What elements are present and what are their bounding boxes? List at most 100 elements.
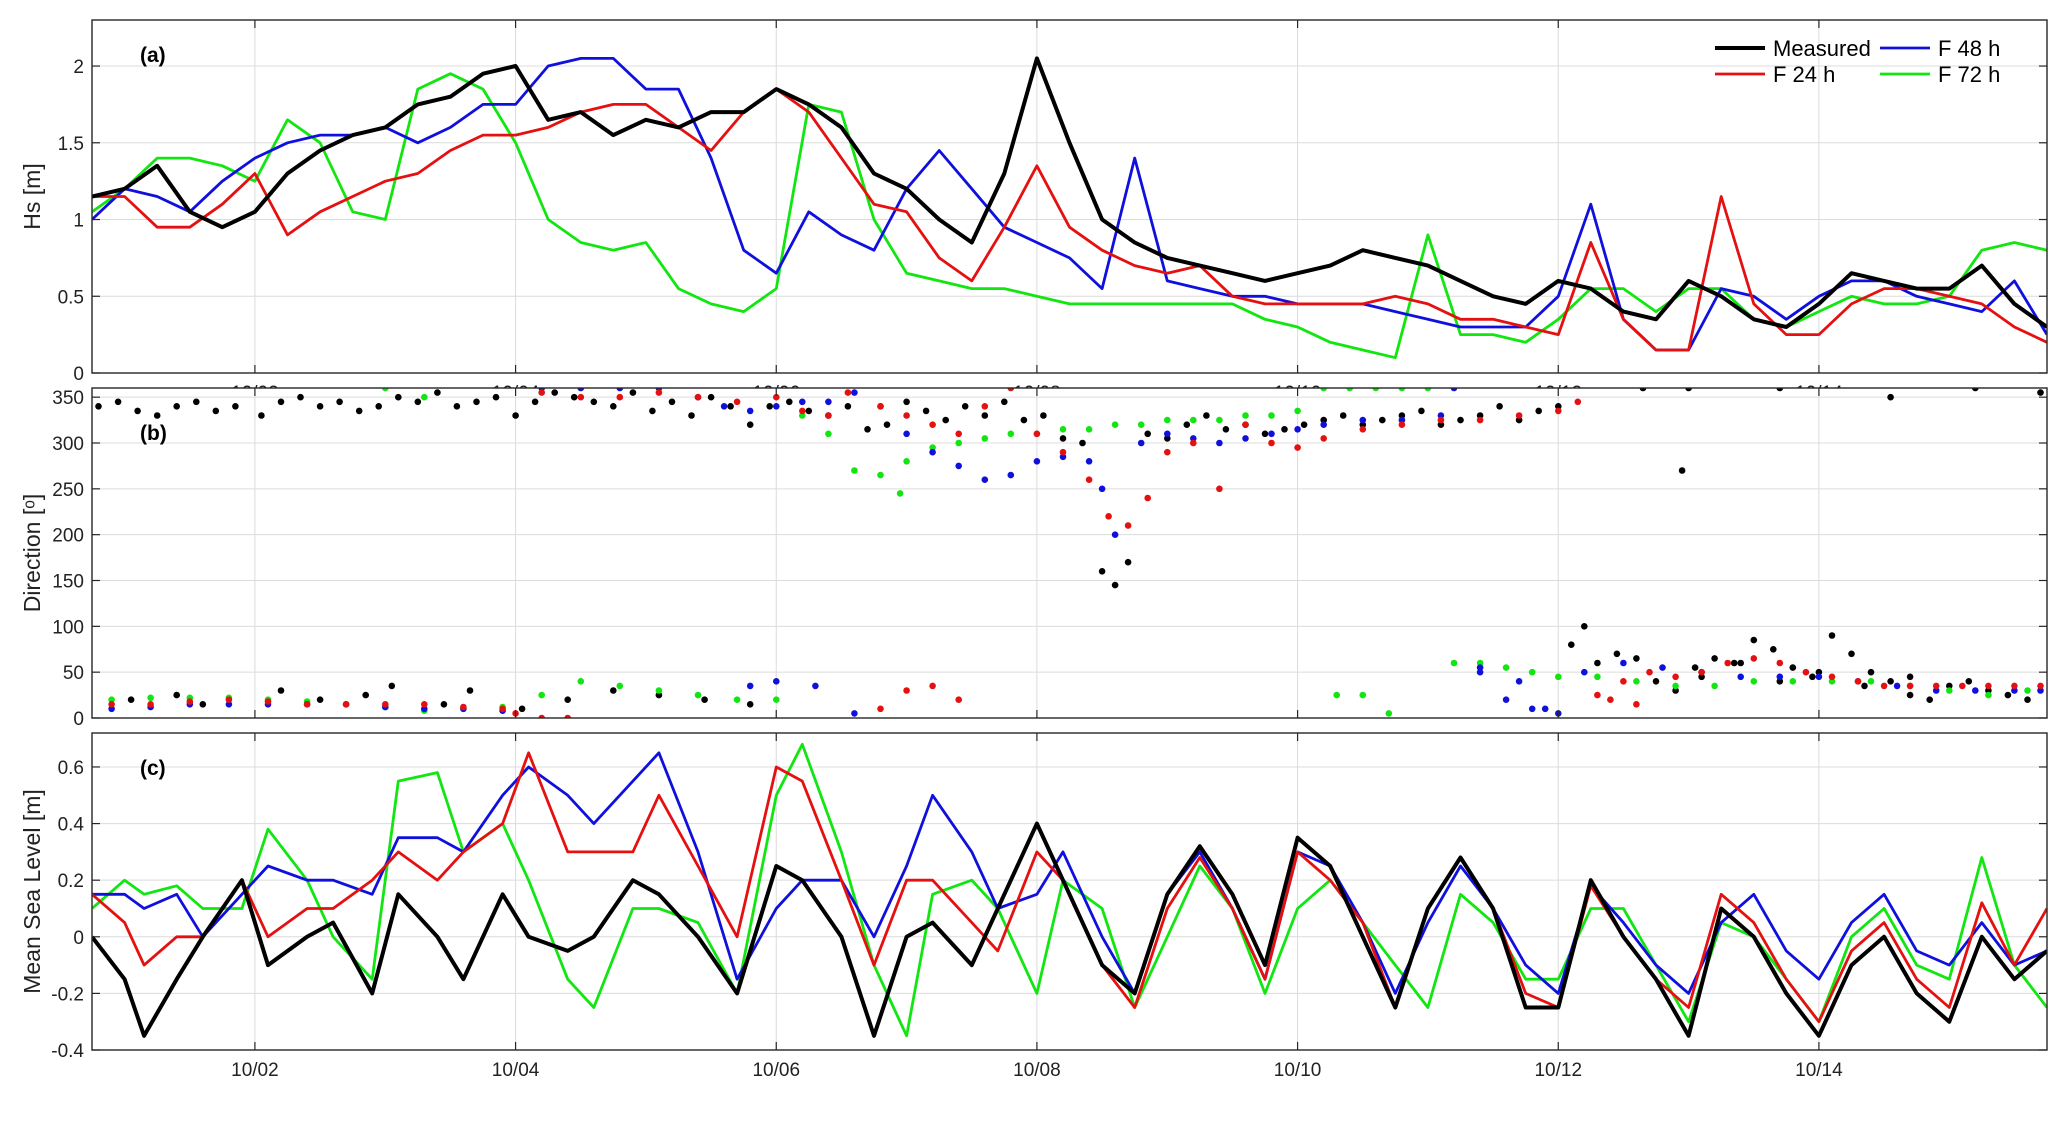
point-measured <box>1685 388 1692 392</box>
point-f24 <box>2037 682 2044 690</box>
point-f72 <box>903 458 910 465</box>
point-f48 <box>1098 485 1106 493</box>
point-f24 <box>929 682 936 690</box>
point-f72 <box>1672 682 1679 690</box>
point-f48 <box>746 407 754 415</box>
point-f72 <box>1164 416 1171 424</box>
point-measured <box>903 398 910 406</box>
point-f72 <box>1111 421 1119 429</box>
point-measured <box>1339 412 1347 419</box>
point-f72 <box>1789 678 1797 685</box>
point-f24 <box>1398 421 1406 429</box>
point-f24 <box>877 705 884 713</box>
point-f48 <box>225 701 233 708</box>
point-measured <box>629 389 637 396</box>
point-f48 <box>1190 435 1197 442</box>
point-f24 <box>1620 678 1627 685</box>
point-f24 <box>538 389 545 396</box>
point-f48 <box>2011 687 2018 694</box>
point-f48 <box>1476 668 1484 676</box>
point-measured <box>1672 687 1679 694</box>
x-tick-label: 10/04 <box>492 1060 540 1081</box>
point-f24 <box>799 407 806 415</box>
point-measured <box>1320 416 1327 424</box>
point-f24 <box>903 412 910 419</box>
point-measured <box>1437 421 1445 429</box>
point-f72 <box>1190 416 1197 424</box>
point-f24 <box>1059 448 1067 456</box>
x-tick-label: 10/14 <box>1795 1060 1843 1081</box>
point-f72 <box>955 439 962 447</box>
point-f72 <box>733 696 741 703</box>
point-f24 <box>844 389 852 396</box>
point-f24 <box>1646 668 1653 676</box>
y-tick-label: 150 <box>52 572 84 593</box>
point-f48 <box>1137 439 1145 447</box>
point-measured <box>1001 398 1008 406</box>
point-f72 <box>1711 682 1718 690</box>
point-f72 <box>1007 430 1015 438</box>
point-measured <box>668 398 676 406</box>
point-f24 <box>1607 696 1614 703</box>
point-f48 <box>1815 673 1823 681</box>
point-f24 <box>1294 444 1301 451</box>
point-measured <box>1164 435 1171 442</box>
point-f48 <box>955 462 962 470</box>
point-f48 <box>1294 426 1301 433</box>
point-measured <box>531 398 539 406</box>
point-f48 <box>825 398 832 406</box>
y-tick-label: 0 <box>73 364 84 385</box>
point-measured <box>1418 407 1425 415</box>
point-f48 <box>720 403 728 410</box>
point-f72 <box>825 430 832 438</box>
point-f24 <box>564 714 571 718</box>
point-measured <box>1568 641 1575 648</box>
point-f72 <box>1346 388 1353 392</box>
point-f24 <box>1242 421 1249 429</box>
point-measured <box>1828 632 1836 639</box>
point-measured <box>1079 439 1086 447</box>
point-f72 <box>1059 426 1067 433</box>
point-measured <box>688 412 695 419</box>
point-f72 <box>929 444 936 451</box>
point-f48 <box>577 388 585 392</box>
point-measured <box>1633 655 1640 662</box>
point-f24 <box>1144 494 1151 502</box>
axes-box <box>91 19 2048 374</box>
point-measured <box>362 691 370 699</box>
point-f48 <box>1528 705 1536 713</box>
point-f72 <box>1085 426 1093 433</box>
point-measured <box>1594 659 1601 667</box>
point-measured <box>1555 403 1562 410</box>
point-f48 <box>1476 664 1484 671</box>
point-f72 <box>896 490 904 497</box>
point-f24 <box>1776 659 1784 667</box>
point-f48 <box>1164 430 1171 438</box>
point-measured <box>1887 678 1894 685</box>
point-measured <box>727 403 734 410</box>
point-f48 <box>1007 471 1015 479</box>
point-measured <box>1398 412 1406 419</box>
point-f24 <box>1033 430 1041 438</box>
series-line-f24 <box>92 87 2047 352</box>
point-measured <box>134 407 141 415</box>
point-f72 <box>1372 388 1380 392</box>
point-measured <box>1652 678 1660 685</box>
point-measured <box>805 407 813 415</box>
point-measured <box>1581 623 1588 630</box>
point-measured <box>193 398 200 406</box>
point-f72 <box>1333 691 1340 699</box>
data-layer <box>95 388 2044 718</box>
point-measured <box>1737 659 1744 667</box>
y-tick-label: 1 <box>73 211 84 232</box>
point-f24 <box>903 687 910 694</box>
point-f24 <box>694 393 702 401</box>
plot-area <box>92 388 2047 718</box>
y-tick-label: 250 <box>52 480 84 501</box>
point-f72 <box>694 691 702 699</box>
point-f72 <box>877 471 884 479</box>
point-measured <box>1515 416 1523 424</box>
point-f48 <box>616 388 624 392</box>
